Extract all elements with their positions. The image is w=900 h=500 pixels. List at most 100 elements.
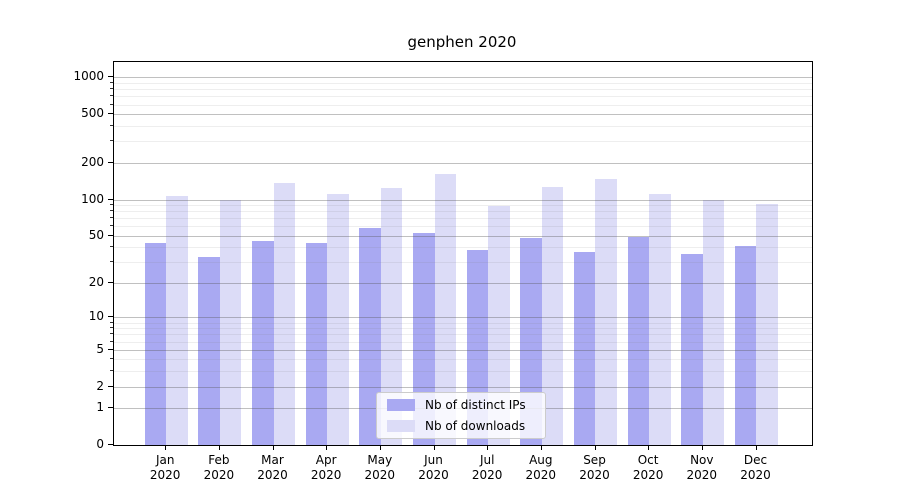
gridline-5 xyxy=(114,349,812,351)
year-label: 2020 xyxy=(310,468,342,482)
gridline-400 xyxy=(114,126,812,128)
bar-distinct-ips-jun xyxy=(413,232,435,445)
gridline-100 xyxy=(114,199,812,201)
year-label: 2020 xyxy=(149,468,181,482)
bar-distinct-ips-dec xyxy=(734,246,757,445)
gridline-300 xyxy=(114,141,812,143)
y-tick-label-5: 5 xyxy=(96,341,104,356)
y-tick-mark-2 xyxy=(108,385,113,387)
gridline-60 xyxy=(114,226,812,228)
x-tick-mark-jun xyxy=(433,445,435,450)
x-tick-label-jul: Jul 2020 xyxy=(459,453,515,483)
y-minor-tick-mark-90 xyxy=(110,204,113,205)
month-label: Apr xyxy=(315,453,337,467)
y-tick-mark-20 xyxy=(108,282,113,283)
gridline-700 xyxy=(114,96,812,98)
y-minor-tick-mark-300 xyxy=(110,140,113,142)
bar-distinct-ips-may xyxy=(359,228,381,445)
gridline-6 xyxy=(114,341,812,343)
gridline-90 xyxy=(114,205,812,206)
year-label: 2020 xyxy=(686,468,718,482)
bar-distinct-ips-mar xyxy=(252,241,274,445)
gridline-4 xyxy=(114,359,812,361)
y-tick-label-20: 20 xyxy=(88,275,104,289)
y-tick-mark-100 xyxy=(108,198,113,200)
y-minor-tick-mark-8 xyxy=(110,327,113,329)
y-tick-mark-0 xyxy=(108,444,113,445)
y-minor-tick-mark-600 xyxy=(110,103,113,105)
x-tick-label-may: May 2020 xyxy=(352,453,408,483)
bar-downloads-jan xyxy=(166,195,188,445)
month-label: Nov xyxy=(690,453,714,467)
legend-label-downloads: Nb of downloads xyxy=(425,419,526,433)
y-minor-tick-mark-40 xyxy=(110,246,113,248)
x-tick-mark-aug xyxy=(540,445,542,450)
gridline-2 xyxy=(114,386,812,388)
x-tick-label-mar: Mar 2020 xyxy=(245,453,301,483)
year-label: 2020 xyxy=(525,468,557,482)
gridline-1000 xyxy=(114,77,812,79)
legend: Nb of distinct IPs Nb of downloads xyxy=(376,392,546,439)
y-tick-mark-1 xyxy=(108,407,113,409)
x-tick-mark-sep xyxy=(594,445,596,450)
y-minor-tick-mark-900 xyxy=(110,82,113,83)
month-label: May xyxy=(367,453,393,467)
y-minor-tick-mark-80 xyxy=(110,210,113,212)
y-minor-tick-mark-800 xyxy=(110,88,113,90)
x-tick-label-aug: Aug 2020 xyxy=(513,453,569,483)
year-label: 2020 xyxy=(418,468,449,482)
year-label: 2020 xyxy=(257,468,288,482)
y-tick-label-100: 100 xyxy=(81,191,104,206)
gridline-40 xyxy=(114,247,812,249)
plot-area: Nb of distinct IPs Nb of downloads xyxy=(113,61,813,446)
x-tick-mark-dec xyxy=(755,445,757,450)
gridline-500 xyxy=(114,114,812,116)
bar-downloads-dec xyxy=(756,204,778,445)
y-minor-tick-mark-70 xyxy=(110,217,113,219)
y-minor-tick-mark-400 xyxy=(110,125,113,127)
y-tick-mark-5 xyxy=(108,348,113,350)
month-label: Aug xyxy=(529,453,553,467)
y-minor-tick-mark-30 xyxy=(110,261,113,263)
x-tick-mark-jan xyxy=(165,445,167,450)
year-label: 2020 xyxy=(632,468,664,482)
bar-downloads-feb xyxy=(219,200,242,445)
bar-downloads-oct xyxy=(649,194,671,445)
x-tick-label-jun: Jun 2020 xyxy=(406,453,462,483)
x-tick-label-jan: Jan 2020 xyxy=(137,453,193,483)
y-tick-mark-1000 xyxy=(108,76,113,78)
gridline-10 xyxy=(114,317,812,319)
y-minor-tick-mark-9 xyxy=(110,321,113,323)
x-tick-label-nov: Nov 2020 xyxy=(674,453,730,483)
x-tick-mark-jul xyxy=(487,445,489,450)
y-tick-label-200: 200 xyxy=(81,154,104,169)
bar-distinct-ips-sep xyxy=(573,251,596,445)
month-label: Mar xyxy=(261,453,284,467)
bar-downloads-jun xyxy=(434,173,456,445)
gridline-800 xyxy=(114,89,812,91)
y-minor-tick-mark-700 xyxy=(110,95,113,97)
gridline-600 xyxy=(114,104,812,106)
y-minor-tick-mark-7 xyxy=(110,333,113,335)
legend-row-distinct-ips: Nb of distinct IPs xyxy=(377,395,545,415)
month-label: Jul xyxy=(479,453,495,467)
bar-distinct-ips-nov xyxy=(681,254,703,445)
y-tick-label-10: 10 xyxy=(88,309,104,324)
bar-distinct-ips-apr xyxy=(305,242,328,445)
y-minor-tick-mark-6 xyxy=(110,340,113,342)
bar-downloads-jul xyxy=(488,206,510,445)
gridline-9 xyxy=(114,322,812,324)
bar-distinct-ips-jan xyxy=(144,242,167,445)
year-label: 2020 xyxy=(740,468,771,482)
y-tick-label-0: 0 xyxy=(96,437,104,451)
year-label: 2020 xyxy=(579,468,610,482)
x-tick-label-sep: Sep 2020 xyxy=(567,453,623,483)
month-label: Oct xyxy=(637,453,659,467)
x-tick-label-dec: Dec 2020 xyxy=(728,453,784,483)
year-label: 2020 xyxy=(203,468,235,482)
month-label: Feb xyxy=(208,453,230,467)
bar-distinct-ips-oct xyxy=(627,236,650,445)
downloads-swatch xyxy=(387,420,415,432)
y-tick-mark-10 xyxy=(108,316,113,318)
